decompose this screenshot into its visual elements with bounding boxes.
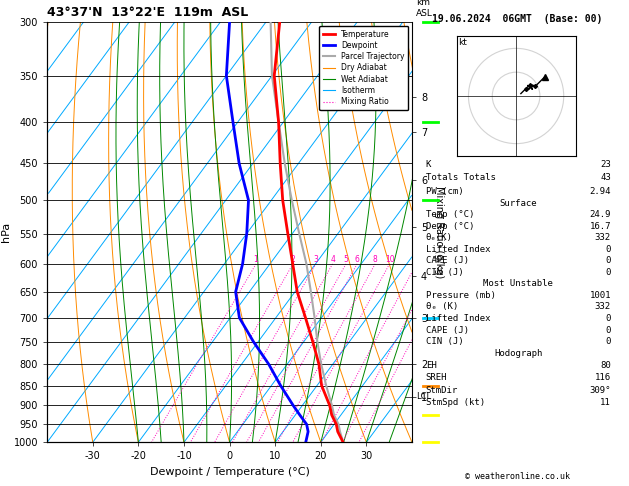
Text: 332: 332 (595, 233, 611, 243)
Text: 6: 6 (355, 255, 360, 264)
Text: 8: 8 (373, 255, 377, 264)
Text: 1: 1 (253, 255, 259, 264)
Text: PW (cm): PW (cm) (426, 187, 464, 196)
Text: 43°37'N  13°22'E  119m  ASL: 43°37'N 13°22'E 119m ASL (47, 6, 248, 19)
Text: Totals Totals: Totals Totals (426, 174, 496, 182)
Text: km
ASL: km ASL (416, 0, 433, 17)
Text: kt: kt (458, 37, 467, 47)
Text: 43: 43 (600, 174, 611, 182)
Text: © weatheronline.co.uk: © weatheronline.co.uk (465, 472, 569, 481)
Legend: Temperature, Dewpoint, Parcel Trajectory, Dry Adiabat, Wet Adiabat, Isotherm, Mi: Temperature, Dewpoint, Parcel Trajectory… (320, 26, 408, 110)
Text: Pressure (mb): Pressure (mb) (426, 291, 496, 300)
Text: LCL: LCL (416, 392, 431, 401)
Text: 24.9: 24.9 (589, 210, 611, 220)
Y-axis label: Mixing Ratio (g/kg): Mixing Ratio (g/kg) (434, 186, 444, 278)
Text: 23: 23 (600, 160, 611, 169)
Text: 332: 332 (595, 302, 611, 312)
Text: StmDir: StmDir (426, 385, 458, 395)
Text: 0: 0 (606, 337, 611, 346)
Text: 16.7: 16.7 (589, 222, 611, 231)
Text: 2.94: 2.94 (589, 187, 611, 196)
Text: CIN (J): CIN (J) (426, 268, 464, 277)
Text: Lifted Index: Lifted Index (426, 314, 490, 323)
Text: K: K (426, 160, 431, 169)
X-axis label: Dewpoint / Temperature (°C): Dewpoint / Temperature (°C) (150, 467, 309, 477)
Text: EH: EH (426, 361, 437, 370)
Text: StmSpd (kt): StmSpd (kt) (426, 398, 485, 407)
Text: θₑ (K): θₑ (K) (426, 302, 458, 312)
Text: CAPE (J): CAPE (J) (426, 326, 469, 335)
Text: 3: 3 (313, 255, 318, 264)
Text: 0: 0 (606, 268, 611, 277)
Text: Most Unstable: Most Unstable (483, 279, 554, 288)
Text: 19.06.2024  06GMT  (Base: 00): 19.06.2024 06GMT (Base: 00) (432, 14, 602, 24)
Text: θₑ(K): θₑ(K) (426, 233, 453, 243)
Text: 11: 11 (600, 398, 611, 407)
Text: 0: 0 (606, 314, 611, 323)
Text: SREH: SREH (426, 373, 447, 382)
Text: 0: 0 (606, 245, 611, 254)
Text: Lifted Index: Lifted Index (426, 245, 490, 254)
Text: 0: 0 (606, 256, 611, 265)
Text: 80: 80 (600, 361, 611, 370)
Text: 0: 0 (606, 326, 611, 335)
Text: 309°: 309° (589, 385, 611, 395)
Text: 1001: 1001 (589, 291, 611, 300)
Text: Dewp (°C): Dewp (°C) (426, 222, 474, 231)
Text: 116: 116 (595, 373, 611, 382)
Y-axis label: hPa: hPa (1, 222, 11, 242)
Text: 2: 2 (291, 255, 296, 264)
Text: 5: 5 (343, 255, 348, 264)
Text: 10: 10 (385, 255, 394, 264)
Text: CIN (J): CIN (J) (426, 337, 464, 346)
Text: CAPE (J): CAPE (J) (426, 256, 469, 265)
Text: Hodograph: Hodograph (494, 349, 542, 358)
Text: Surface: Surface (499, 199, 537, 208)
Text: 4: 4 (330, 255, 335, 264)
Text: Temp (°C): Temp (°C) (426, 210, 474, 220)
